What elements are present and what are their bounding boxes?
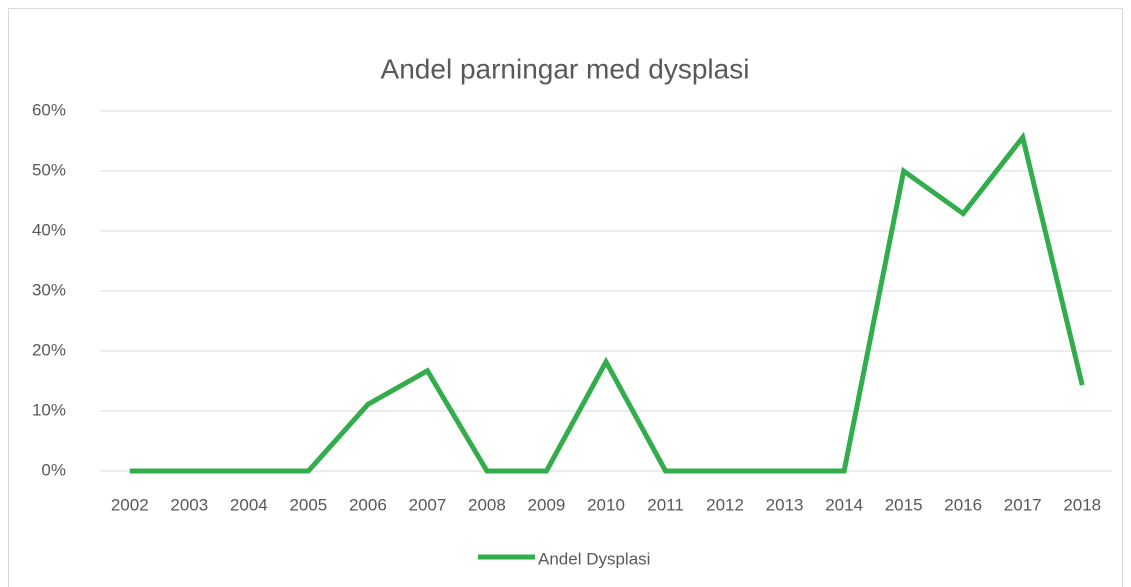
x-tick-label: 2004 <box>230 495 268 514</box>
y-tick-label: 40% <box>32 220 66 239</box>
x-tick-label: 2008 <box>468 495 506 514</box>
chart-title: Andel parningar med dysplasi <box>381 53 750 84</box>
x-tick-label: 2003 <box>170 495 208 514</box>
data-line <box>129 131 1085 474</box>
x-tick-label: 2012 <box>706 495 744 514</box>
x-tick-label: 2005 <box>289 495 327 514</box>
x-tick-label: 2018 <box>1063 495 1101 514</box>
y-tick-label: 60% <box>32 100 66 119</box>
y-tick-label: 20% <box>32 340 66 359</box>
x-tick-label: 2015 <box>885 495 923 514</box>
x-tick-label: 2014 <box>825 495 863 514</box>
y-tick-label: 50% <box>32 160 66 179</box>
legend-label: Andel Dysplasi <box>538 549 650 568</box>
x-tick-label: 2010 <box>587 495 625 514</box>
y-tick-label: 30% <box>32 280 66 299</box>
x-tick-label: 2017 <box>1004 495 1042 514</box>
chart-frame <box>8 8 1123 587</box>
y-tick-label: 10% <box>32 400 66 419</box>
x-tick-label: 2009 <box>528 495 566 514</box>
y-tick-label: 0% <box>41 460 66 479</box>
x-tick-label: 2013 <box>766 495 804 514</box>
x-tick-label: 2007 <box>408 495 446 514</box>
x-tick-label: 2016 <box>944 495 982 514</box>
x-tick-label: 2011 <box>647 495 684 514</box>
x-tick-label: 2006 <box>349 495 387 514</box>
x-tick-label: 2002 <box>111 495 149 514</box>
